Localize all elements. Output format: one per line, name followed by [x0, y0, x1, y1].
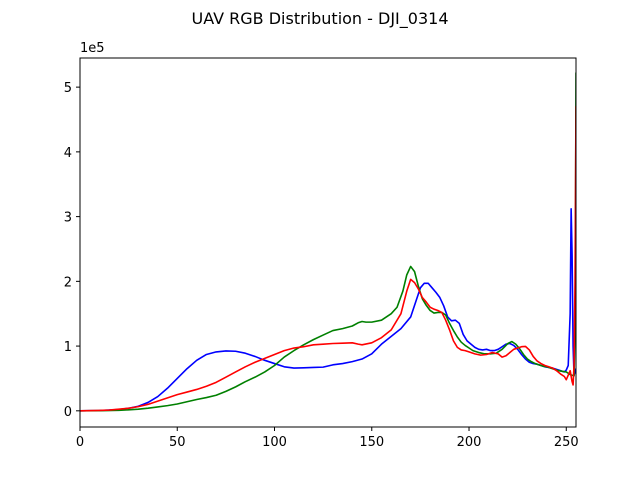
y-tick-label: 0: [64, 405, 72, 420]
x-tick-label: 100: [262, 435, 287, 450]
series-line-1: [80, 72, 576, 412]
y-axis: 0 1 2 3 4 5: [64, 81, 80, 420]
series-line-0: [80, 208, 576, 412]
plot-area: [80, 72, 576, 412]
y-tick-label: 2: [64, 275, 72, 290]
chart-title: UAV RGB Distribution - DJI_0314: [191, 9, 448, 29]
series-group: [80, 72, 576, 412]
axes-frame: [79, 57, 577, 428]
x-tick-label: 200: [457, 435, 482, 450]
series-line-2: [80, 105, 576, 412]
y-tick-label: 4: [64, 146, 72, 161]
x-tick-label: 50: [169, 435, 186, 450]
y-offset-label: 1e5: [80, 41, 105, 56]
x-tick-label: 250: [554, 435, 579, 450]
x-axis: 0 50 100 150 200 250: [76, 427, 579, 450]
x-tick-label: 150: [359, 435, 384, 450]
y-tick-label: 3: [64, 211, 72, 226]
y-tick-label: 1: [64, 340, 72, 355]
x-tick-label: 0: [76, 435, 84, 450]
y-tick-label: 5: [64, 81, 72, 96]
